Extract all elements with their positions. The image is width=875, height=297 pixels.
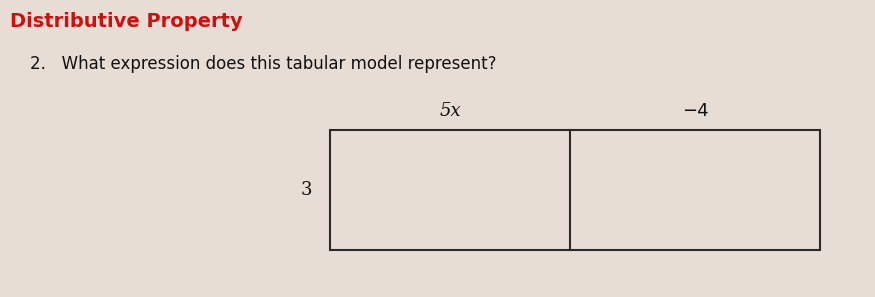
Text: −4: −4	[682, 102, 709, 120]
Text: 5x: 5x	[439, 102, 461, 120]
Bar	[330, 130, 820, 250]
Text: Distributive Property: Distributive Property	[10, 12, 242, 31]
Text: 2.   What expression does this tabular model represent?: 2. What expression does this tabular mod…	[30, 55, 496, 73]
Text: 3: 3	[300, 181, 312, 199]
